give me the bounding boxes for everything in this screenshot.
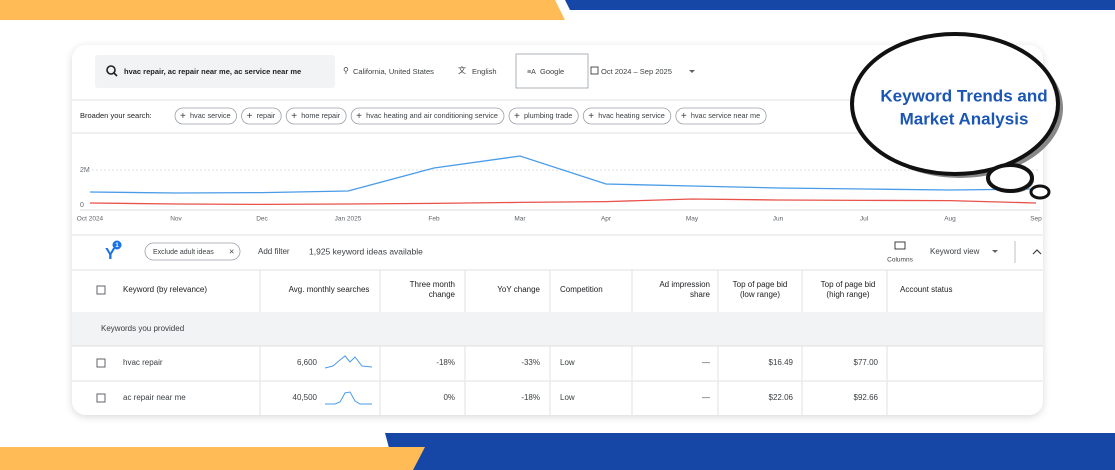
bubble-dot (988, 165, 1032, 191)
network-icon: ≡A (527, 69, 536, 76)
chip-label: hvac service (190, 111, 231, 120)
x-tick-label: Nov (170, 216, 182, 223)
column-header: Account status (900, 285, 952, 294)
section-label: Keywords you provided (101, 324, 184, 333)
location-icon: ⚲ (343, 66, 349, 75)
cell: 0% (443, 393, 455, 402)
callout-text: Keyword Trends and (880, 86, 1047, 105)
chip-plus: + (291, 111, 297, 122)
chip-plus: + (588, 111, 594, 122)
cell: Low (560, 358, 575, 367)
x-tick-label: Apr (601, 216, 612, 223)
cell: -33% (521, 358, 540, 367)
cell: -18% (521, 393, 540, 402)
chip-label: home repair (301, 111, 341, 120)
callout-text: Market Analysis (900, 109, 1029, 128)
chip-plus: + (356, 111, 362, 122)
bottom-band-blue (385, 433, 1115, 470)
chip-plus: + (180, 111, 186, 122)
ideas-count: 1,925 keyword ideas available (309, 246, 423, 256)
cell: 6,600 (297, 358, 318, 367)
column-header: Ad impression (659, 280, 710, 289)
search-query: hvac repair, ac repair near me, ac servi… (124, 67, 301, 76)
date-range[interactable]: Oct 2024 – Sep 2025 (601, 67, 672, 76)
cell: $16.49 (769, 358, 794, 367)
column-header: Avg. monthly searches (289, 285, 370, 294)
column-header: change (429, 290, 456, 299)
x-tick-label: Jan 2025 (335, 216, 362, 223)
language-icon: 文 (458, 65, 466, 75)
cell: Low (560, 393, 575, 402)
exclude-chip-label: Exclude adult ideas (153, 249, 214, 256)
cell: $77.00 (854, 358, 879, 367)
x-tick-label: Feb (428, 216, 440, 223)
column-header: Top of page bid (821, 280, 876, 289)
column-header: YoY change (497, 285, 540, 294)
column-header: share (690, 290, 711, 299)
chip-label: plumbing trade (524, 111, 572, 120)
network: Google (540, 67, 564, 76)
chip-label: hvac heating and air conditioning servic… (366, 111, 498, 120)
cell: — (702, 358, 710, 367)
chip-label: hvac service near me (691, 111, 760, 120)
chip-plus: + (514, 111, 520, 122)
column-header: Top of page bid (733, 280, 788, 289)
x-tick-label: Aug (944, 216, 956, 223)
chip-plus: + (681, 111, 687, 122)
column-header: (high range) (826, 290, 869, 299)
x-tick-label: Oct 2024 (77, 216, 104, 223)
section-row (72, 312, 1043, 346)
cell: ac repair near me (123, 393, 186, 402)
chip-label: repair (257, 111, 276, 120)
cell: $22.06 (769, 393, 794, 402)
chip-label: hvac heating service (598, 111, 665, 120)
broaden-label: Broaden your search: (80, 111, 152, 120)
cell: $92.66 (854, 393, 879, 402)
column-header: Three month (410, 280, 455, 289)
y-tick-label: 0 (80, 202, 84, 209)
language[interactable]: English (472, 67, 497, 76)
x-tick-label: Jun (773, 216, 784, 223)
cell: hvac repair (123, 358, 163, 367)
keyword-view[interactable]: Keyword view (930, 247, 980, 256)
location[interactable]: California, United States (353, 67, 434, 76)
column-header: Competition (560, 285, 603, 294)
bottom-band-orange (0, 447, 425, 470)
chip-close[interactable]: × (229, 246, 234, 256)
x-tick-label: Jul (860, 216, 869, 223)
cell: 40,500 (293, 393, 318, 402)
column-header: Keyword (by relevance) (123, 285, 207, 294)
bubble-dot (1031, 186, 1049, 198)
top-band-blue (565, 0, 1115, 10)
columns[interactable]: Columns (887, 257, 913, 264)
column-header: (low range) (740, 290, 780, 299)
x-tick-label: Dec (256, 216, 268, 223)
add-filter[interactable]: Add filter (258, 247, 290, 256)
cell: -18% (436, 358, 455, 367)
chip-plus: + (247, 111, 253, 122)
x-tick-label: May (686, 216, 699, 223)
x-tick-label: Mar (514, 216, 526, 223)
cell: — (702, 393, 710, 402)
x-tick-label: Sep (1030, 216, 1042, 223)
top-band-orange (0, 0, 565, 20)
